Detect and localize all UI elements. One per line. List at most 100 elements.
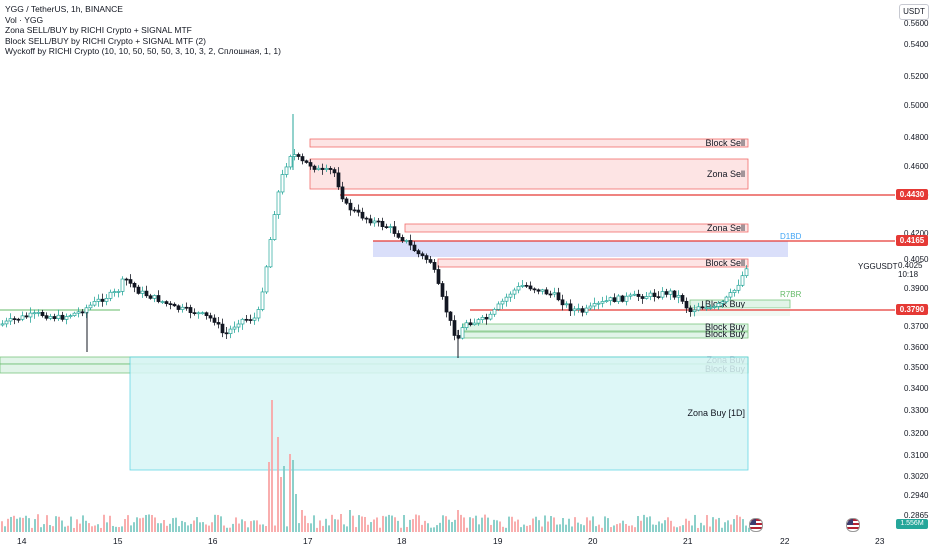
volume-tag: 1.556M xyxy=(896,519,928,529)
us-flag-icon[interactable] xyxy=(846,518,860,532)
volume-bar xyxy=(607,518,609,532)
sell-zone xyxy=(437,258,749,268)
volume-bar xyxy=(505,527,507,532)
chart-area[interactable]: Block Sell Zona Sell Zona Sell Block Sell Bl… xyxy=(0,0,895,532)
time-tick-label: 14 xyxy=(17,536,27,546)
candle-body xyxy=(524,284,529,287)
candle-body xyxy=(568,303,573,312)
candle-body xyxy=(576,308,581,310)
legend-indicator-3[interactable]: Wyckoff by RICHI Crypto (10, 10, 50, 50,… xyxy=(5,46,281,56)
sell-zone xyxy=(309,158,749,190)
volume-bar xyxy=(265,526,267,532)
volume-bar xyxy=(445,516,447,532)
volume-bar xyxy=(181,520,183,532)
volume-bar xyxy=(328,525,330,532)
bar-countdown: 10:18 xyxy=(898,270,919,279)
candle-body xyxy=(132,282,137,288)
price-level-tag[interactable]: 0.3790 xyxy=(896,304,928,315)
volume-bar xyxy=(367,524,369,532)
currency-button[interactable]: USDT xyxy=(899,4,929,20)
volume-bar xyxy=(334,519,336,532)
candle-body xyxy=(424,255,429,260)
current-price-value: 0.4025 xyxy=(898,261,923,270)
volume-bar xyxy=(289,454,291,532)
price-chart-svg[interactable]: Block Sell Zona Sell Zona Sell Block Sell Bl… xyxy=(0,0,895,532)
candle-body xyxy=(296,154,301,157)
volume-bar xyxy=(727,520,729,532)
volume-bar xyxy=(592,516,594,532)
volume-bar xyxy=(178,526,180,532)
candle-body xyxy=(400,237,405,242)
us-flag-icon[interactable] xyxy=(749,518,763,532)
volume-bar xyxy=(472,518,474,532)
candle-body xyxy=(356,209,361,213)
candle-body xyxy=(104,298,109,302)
volume-bar xyxy=(136,517,138,532)
candle-body xyxy=(708,307,713,309)
candle-body xyxy=(348,202,353,211)
volume-bar xyxy=(325,518,327,532)
candle-body xyxy=(680,295,685,302)
volume-bar xyxy=(529,525,531,532)
candle-body xyxy=(332,169,337,174)
volume-bar xyxy=(250,521,252,532)
volume-bar xyxy=(16,518,18,532)
volume-bar xyxy=(439,522,441,532)
candle-body xyxy=(428,259,433,263)
volume-bar xyxy=(373,519,375,532)
volume-bar xyxy=(337,519,339,532)
candle-body xyxy=(564,303,569,306)
volume-bar xyxy=(364,516,366,532)
volume-bar xyxy=(244,521,246,532)
candle-body xyxy=(52,316,57,319)
time-axis[interactable] xyxy=(0,532,895,550)
volume-bar xyxy=(409,519,411,532)
volume-bar xyxy=(736,515,738,532)
candle-body xyxy=(460,327,465,339)
volume-bar xyxy=(553,517,555,532)
candle-body xyxy=(364,217,369,220)
volume-bar xyxy=(247,527,249,532)
volume-bar xyxy=(466,527,468,532)
candle-body xyxy=(164,301,169,305)
volume-bar xyxy=(709,526,711,532)
candle-body xyxy=(264,266,269,293)
time-tick-label: 21 xyxy=(683,536,693,546)
price-tick-label: 0.5600 xyxy=(904,19,929,28)
volume-bar xyxy=(631,525,633,532)
volume-bar xyxy=(712,517,714,532)
candle-body xyxy=(244,318,249,321)
volume-bar xyxy=(28,518,30,532)
volume-bar xyxy=(487,517,489,532)
candle-body xyxy=(80,311,85,314)
price-level-tag[interactable]: 0.4165 xyxy=(896,235,928,246)
candle-body xyxy=(648,292,653,297)
legend-indicator-2[interactable]: Block SELL/BUY by RICHI Crypto + SIGNAL … xyxy=(5,35,206,46)
volume-bar xyxy=(613,525,615,532)
candle-body xyxy=(92,301,97,306)
volume-bar xyxy=(676,527,678,532)
volume-bar xyxy=(109,515,111,532)
volume-bar xyxy=(61,520,63,532)
volume-bar xyxy=(457,510,459,532)
candle-body xyxy=(40,311,45,316)
price-tick-label: 0.3700 xyxy=(904,322,929,331)
volume-bar xyxy=(385,516,387,532)
candle-body xyxy=(152,295,157,299)
legend-symbol[interactable]: YGG / TetherUS, 1h, BINANCE xyxy=(5,4,123,14)
candle-body xyxy=(312,165,317,170)
volume-bar xyxy=(331,514,333,532)
volume-bar xyxy=(259,524,261,532)
volume-bar xyxy=(79,523,81,532)
legend-volume[interactable]: Vol · YGG xyxy=(5,14,44,25)
volume-bar xyxy=(295,494,297,532)
price-level-tag[interactable]: 0.4430 xyxy=(896,189,928,200)
price-axis[interactable] xyxy=(895,0,932,550)
legend-indicator-1[interactable]: Zona SELL/BUY by RICHI Crypto + SIGNAL M… xyxy=(5,25,192,35)
candle-body xyxy=(96,298,101,302)
candle-body xyxy=(20,315,25,320)
candle-body xyxy=(272,214,277,240)
candle-body xyxy=(396,233,401,238)
volume-bar xyxy=(403,515,405,532)
volume-bar xyxy=(229,527,231,532)
